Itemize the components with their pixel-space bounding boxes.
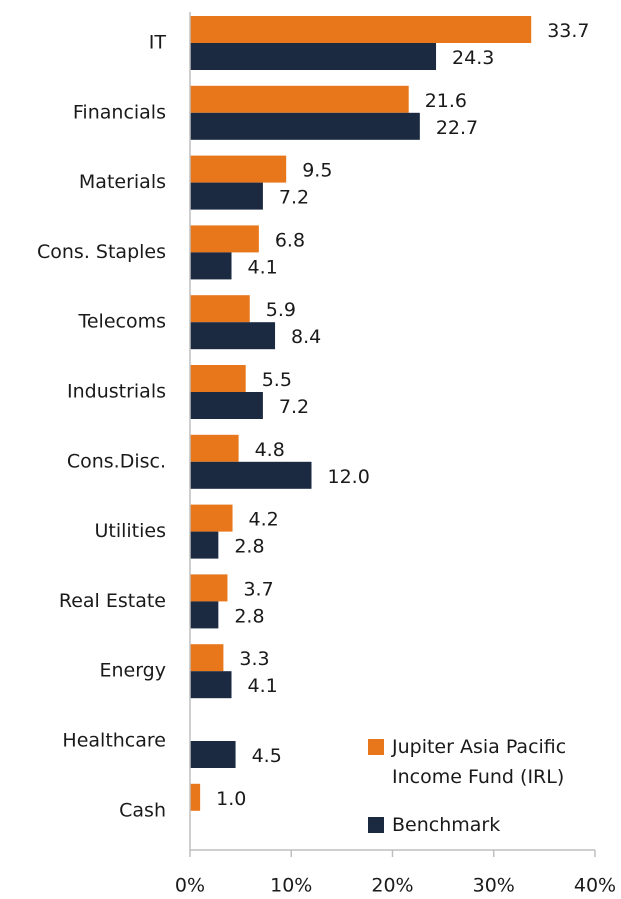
data-label: 22.7 xyxy=(436,117,478,139)
data-label: 33.7 xyxy=(547,20,589,42)
legend-swatch xyxy=(368,817,384,833)
bar xyxy=(190,225,259,253)
y-tick-label: Cons.Disc. xyxy=(67,450,166,472)
y-tick-label: Healthcare xyxy=(62,730,166,752)
legend-label: Jupiter Asia Pacific Income Fund (IRL) xyxy=(392,736,567,788)
y-tick-label: Cash xyxy=(119,799,166,821)
y-tick-label: Real Estate xyxy=(59,590,166,612)
data-label: 2.8 xyxy=(234,605,264,627)
data-label: 24.3 xyxy=(452,47,494,69)
data-label: 6.8 xyxy=(275,229,305,251)
legend-swatch xyxy=(368,739,384,755)
x-tick-label: 20% xyxy=(371,875,413,897)
data-label: 1.0 xyxy=(216,788,246,810)
data-label: 4.2 xyxy=(249,509,279,531)
y-tick-label: IT xyxy=(149,32,167,54)
y-tick-label: Energy xyxy=(99,660,166,682)
data-label: 4.8 xyxy=(255,439,285,461)
bar xyxy=(190,531,219,559)
bar xyxy=(190,741,236,768)
data-label: 4.1 xyxy=(248,256,278,278)
bar xyxy=(190,783,201,811)
bar xyxy=(190,644,224,672)
data-label: 4.5 xyxy=(252,745,282,767)
bar xyxy=(190,16,532,43)
data-label: 3.7 xyxy=(243,578,273,600)
y-tick-label: Financials xyxy=(73,101,166,123)
x-tick-label: 30% xyxy=(473,875,515,897)
x-tick-label: 0% xyxy=(175,875,205,897)
data-label: 21.6 xyxy=(425,90,467,112)
bar xyxy=(190,392,263,419)
data-label: 5.9 xyxy=(266,299,296,321)
data-label: 7.2 xyxy=(279,396,309,418)
data-label: 12.0 xyxy=(328,466,370,488)
bar xyxy=(190,601,219,629)
bar xyxy=(190,322,276,350)
x-tick-label: 40% xyxy=(574,875,616,897)
y-tick-label: Industrials xyxy=(67,381,166,403)
y-tick-label: Utilities xyxy=(94,520,166,542)
bar xyxy=(190,574,228,602)
legend-item: Jupiter Asia Pacific Income Fund (IRL) xyxy=(368,732,608,792)
data-label: 9.5 xyxy=(302,160,332,182)
bar xyxy=(190,504,233,532)
data-label: 5.5 xyxy=(262,369,292,391)
bar xyxy=(190,252,232,280)
y-tick-label: Telecoms xyxy=(77,311,166,333)
data-label: 8.4 xyxy=(291,326,321,348)
y-tick-label: Materials xyxy=(79,171,166,193)
bar xyxy=(190,461,312,489)
bar xyxy=(190,85,409,113)
bar xyxy=(190,43,437,70)
bar xyxy=(190,155,287,183)
data-label: 7.2 xyxy=(279,187,309,209)
data-label: 4.1 xyxy=(248,675,278,697)
bar xyxy=(190,112,420,140)
bar xyxy=(190,365,246,392)
legend-item: Benchmark xyxy=(368,810,608,840)
data-label: 2.8 xyxy=(234,536,264,558)
bar xyxy=(190,182,263,210)
legend-label: Benchmark xyxy=(392,814,501,836)
y-tick-label: Cons. Staples xyxy=(37,241,166,263)
x-tick-label: 10% xyxy=(270,875,312,897)
bar xyxy=(190,434,239,462)
data-label: 3.3 xyxy=(239,648,269,670)
bar xyxy=(190,671,232,699)
bar xyxy=(190,295,250,323)
